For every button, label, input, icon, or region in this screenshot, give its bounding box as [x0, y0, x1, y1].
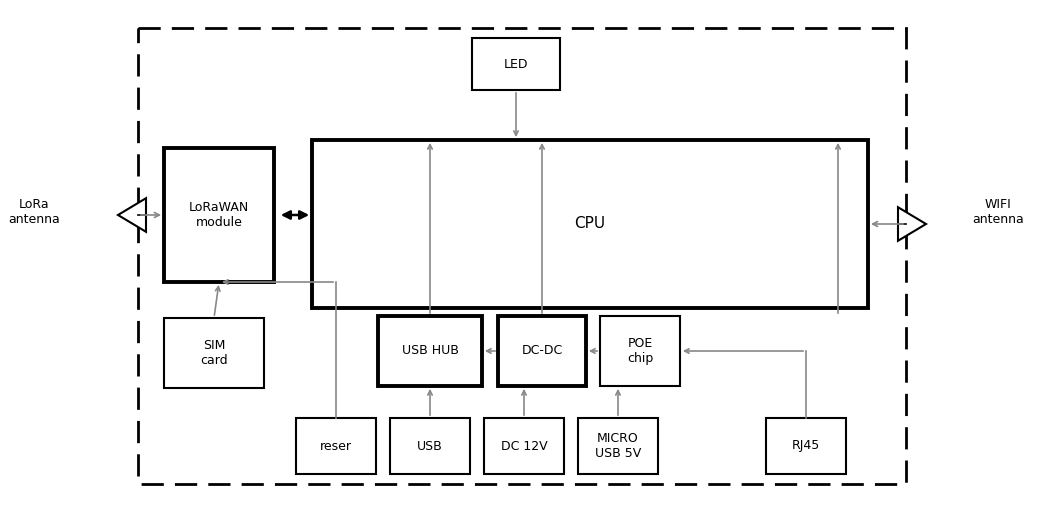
- Text: LoRaWAN
module: LoRaWAN module: [188, 201, 249, 229]
- Bar: [484, 418, 564, 474]
- Bar: [766, 418, 846, 474]
- Bar: [378, 316, 482, 386]
- Bar: [390, 418, 469, 474]
- Text: RJ45: RJ45: [792, 439, 820, 453]
- Text: reser: reser: [320, 439, 352, 453]
- Bar: [312, 140, 868, 308]
- Text: USB: USB: [417, 439, 442, 453]
- Text: CPU: CPU: [575, 217, 606, 231]
- Bar: [138, 28, 906, 484]
- Bar: [498, 316, 586, 386]
- Bar: [472, 38, 560, 90]
- Text: MICRO
USB 5V: MICRO USB 5V: [594, 432, 641, 460]
- Text: USB HUB: USB HUB: [402, 344, 458, 358]
- Text: POE
chip: POE chip: [627, 337, 653, 365]
- Text: DC-DC: DC-DC: [522, 344, 562, 358]
- Polygon shape: [118, 198, 146, 232]
- Bar: [600, 316, 680, 386]
- Text: LED: LED: [504, 58, 528, 71]
- Text: LoRa
antenna: LoRa antenna: [8, 198, 60, 226]
- Bar: [164, 148, 274, 282]
- Text: SIM
card: SIM card: [200, 339, 228, 367]
- Text: WIFI
antenna: WIFI antenna: [972, 198, 1024, 226]
- Polygon shape: [898, 207, 926, 241]
- Bar: [578, 418, 658, 474]
- Text: DC 12V: DC 12V: [501, 439, 548, 453]
- Bar: [296, 418, 376, 474]
- Bar: [164, 318, 264, 388]
